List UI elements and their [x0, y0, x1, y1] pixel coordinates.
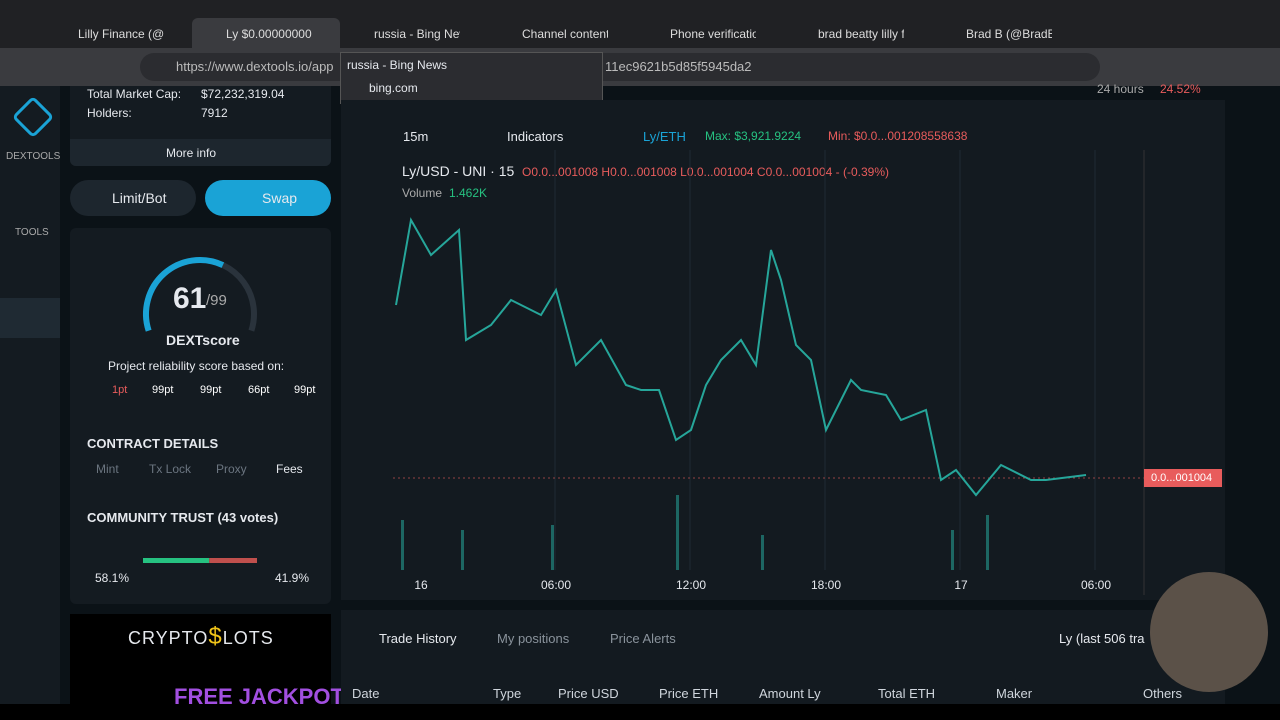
section: TOOLS [15, 227, 49, 238]
open: O0.0...001008 [522, 165, 599, 179]
address-tail: 11ec9621b5d85f5945da2 [605, 59, 752, 74]
trust-down [209, 558, 257, 563]
active-tab [192, 18, 340, 48]
value: 7912 [201, 106, 228, 120]
x-label: 06:00 [1080, 578, 1112, 592]
x-label: 16 [414, 578, 428, 592]
column-header[interactable]: Price ETH [659, 686, 719, 701]
score-part: 99pt [200, 384, 222, 396]
browser-tab[interactable]: brad beatty lilly fi [818, 27, 904, 41]
score-part: 99pt [294, 384, 316, 396]
min: Min: $0.0...001208558638 [828, 129, 968, 143]
column-header[interactable]: Amount Ly [759, 686, 821, 701]
browser-tab[interactable]: Ly $0.00000000010 [226, 27, 312, 41]
contract-item: Mint [96, 462, 119, 476]
column-header[interactable]: Price USD [558, 686, 619, 701]
trust-bar [143, 558, 257, 563]
browser-tab[interactable]: Brad B (@BradBe [966, 27, 1052, 41]
contract-title: CONTRACT DETAILS [87, 436, 219, 451]
x-label: 17 [954, 578, 968, 592]
address-box[interactable] [140, 53, 1100, 81]
column-header[interactable]: Total ETH [878, 686, 936, 701]
high: H0.0...001008 [601, 165, 677, 179]
ad-brand: LOTS [222, 628, 274, 648]
label: Total Market Cap: [87, 87, 182, 101]
browser-tab[interactable]: Channel content [522, 27, 608, 41]
indicators[interactable]: Indicators [507, 129, 564, 144]
browser-tab[interactable]: Phone verification [670, 27, 756, 41]
tab-tooltip: russia - Bing News bing.com [340, 52, 603, 104]
brand: DEXTOOLS [6, 151, 61, 162]
column-header[interactable]: Date [352, 686, 380, 701]
chart-panel [341, 100, 1225, 600]
tooltip-title: russia - Bing News [347, 58, 448, 72]
bottom-edge [0, 704, 1280, 720]
summary: Ly (last 506 tra [1059, 631, 1145, 646]
contract-item: Proxy [216, 462, 247, 476]
active-nav[interactable] [0, 298, 60, 338]
period: 24 hours [1097, 82, 1144, 96]
change: 24.52% [1160, 82, 1201, 96]
price-tag: 0.0...001004 [1151, 472, 1213, 484]
label[interactable]: Limit/Bot [112, 190, 167, 206]
gauge [143, 257, 257, 332]
ad[interactable]: CRYPTO$LOTS FREE JACKPOT [70, 614, 344, 720]
swap-button[interactable]: Swap [205, 180, 331, 216]
browser-tab[interactable]: russia - Bing New [374, 27, 460, 41]
score-card: 61 /99 DEXTscore Project reliability sco… [70, 228, 331, 604]
column-header[interactable]: Others [1143, 686, 1183, 701]
column-header[interactable]: Maker [996, 686, 1033, 701]
ad-brand: $ [208, 623, 223, 650]
score-name: DEXTscore [166, 332, 240, 348]
address[interactable]: https://www.dextools.io/app [176, 59, 334, 74]
logo [11, 95, 55, 139]
volume: 1.462K [449, 186, 488, 200]
legend: Ly/USD - UNI · 15 [402, 163, 515, 179]
delta: - (-0.39%) [835, 165, 889, 179]
trades-tab[interactable]: My positions [497, 631, 570, 646]
more-bar[interactable] [70, 139, 331, 166]
limit-button[interactable]: Limit/Bot [70, 180, 196, 216]
score-part: 66pt [248, 384, 270, 396]
caption: Project reliability score based on: [108, 359, 285, 373]
x-label: 06:00 [540, 578, 572, 592]
column-header[interactable]: Type [493, 686, 522, 701]
score-part: 99pt [152, 384, 174, 396]
browser-tab[interactable]: Lilly Finance (@Li [78, 27, 164, 41]
score-part: 1pt [112, 384, 128, 396]
price-plot [393, 150, 1222, 595]
trades-tab[interactable]: Price Alerts [610, 631, 676, 646]
label[interactable]: Swap [262, 190, 298, 206]
trades-tab[interactable]: Trade History [379, 631, 457, 646]
down-label: 41.9% [275, 571, 310, 585]
close: C0.0...001004 [756, 165, 833, 179]
x-label: 12:00 [675, 578, 707, 592]
low: L0.0...001004 [680, 165, 754, 179]
trust-up [143, 558, 210, 563]
up-label: 58.1% [95, 571, 130, 585]
trust-title: COMMUNITY TRUST (43 votes) [87, 510, 279, 525]
ad-brand: CRYPTO [128, 628, 209, 648]
ohlc: O0.0...001008 H0.0...001008 L0.0...00100… [522, 165, 889, 179]
sidebar: DEXTOOLS TOOLS [0, 86, 60, 720]
interval[interactable]: 15m [403, 129, 429, 144]
max: Max: $3,921.9224 [705, 129, 802, 143]
more-info[interactable]: More info [166, 146, 217, 160]
trades-panel [341, 610, 1225, 720]
value: $72,232,319.04 [201, 87, 285, 101]
volume-label: Volume [402, 186, 443, 200]
contract-item: Tx Lock [149, 462, 192, 476]
label: Holders: [87, 106, 132, 120]
info-card: Total Market Cap: $72,232,319.04 Holders… [70, 86, 331, 166]
pair-alt[interactable]: Ly/ETH [643, 129, 686, 144]
gauge-value [143, 257, 225, 332]
tooltip-url: bing.com [369, 81, 418, 95]
score: 61 [173, 282, 207, 315]
score-max: /99 [206, 292, 227, 309]
x-label: 18:00 [810, 578, 842, 592]
contract-item: Fees [276, 462, 303, 476]
webcam [1150, 572, 1268, 692]
